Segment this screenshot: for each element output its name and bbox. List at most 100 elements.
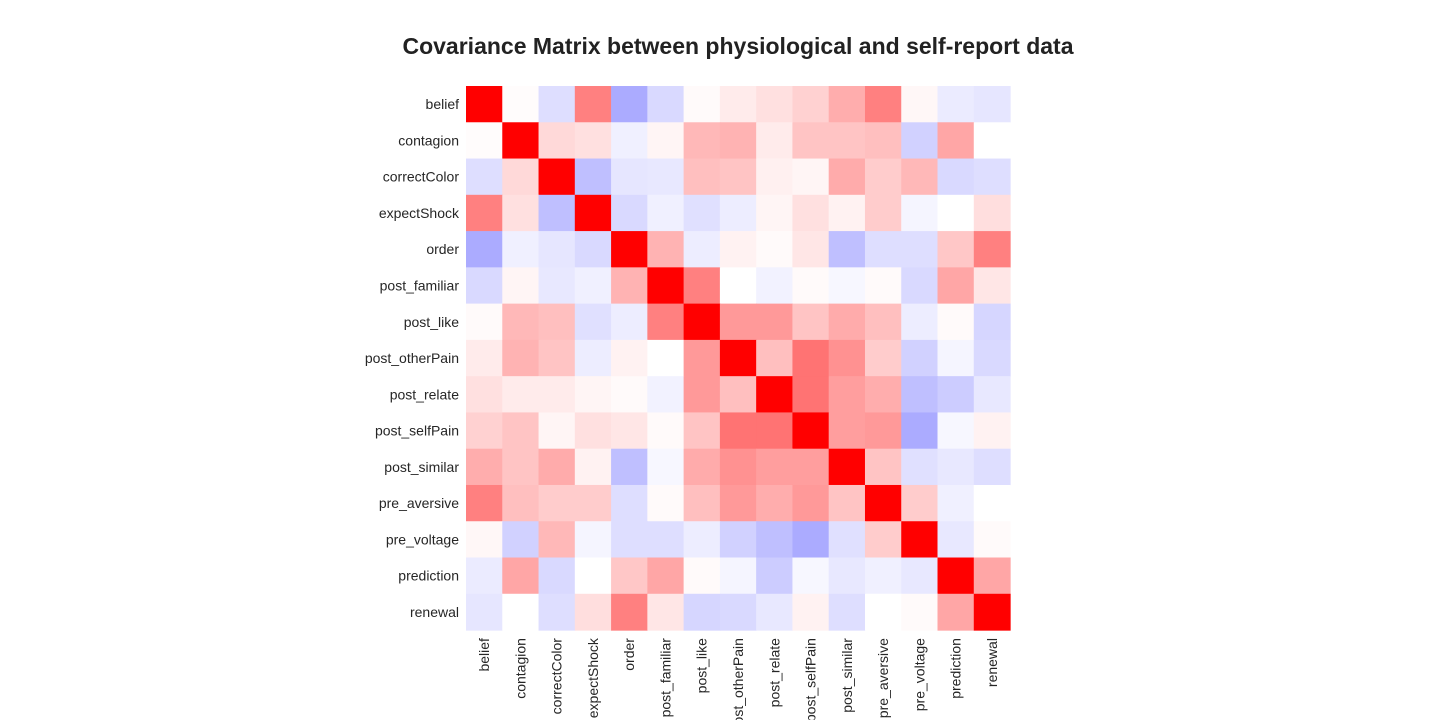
heatmap-cell-prediction-post_similar [828,557,866,595]
y-tick-label: renewal [410,604,459,620]
heatmap-cell-post_like-prediction [937,303,975,341]
heatmap-cell-prediction-contagion [502,557,540,595]
heatmap-cell-pre_voltage-post_familiar [647,521,685,559]
x-tick-label: pre_aversive [875,638,891,718]
heatmap-cell-post_familiar-expectShock [574,267,612,305]
heatmap-cell-contagion-post_similar [828,122,866,160]
heatmap-cell-post_relate-pre_aversive [864,376,902,414]
y-tick-label: expectShock [379,205,460,221]
heatmap-cell-order-renewal [973,231,1011,268]
heatmap-cell-order-order [611,231,648,268]
heatmap-cell-correctColor-post_similar [828,158,866,196]
heatmap-cell-belief-post_selfPain [792,86,830,123]
heatmap-cell-expectShock-post_familiar [647,194,685,232]
heatmap-cell-expectShock-pre_voltage [901,194,939,232]
heatmap-cell-post_like-pre_voltage [901,303,939,341]
heatmap-cell-post_otherPain-post_otherPain [719,339,757,377]
heatmap-cell-prediction-pre_aversive [864,557,902,595]
heatmap-cell-order-expectShock [574,231,612,268]
x-tick-label: post_similar [839,638,855,713]
heatmap-cell-pre_aversive-renewal [973,484,1011,522]
heatmap-cell-order-post_relate [756,231,794,268]
heatmap-cell-order-correctColor [538,231,576,268]
heatmap-cell-renewal-post_selfPain [792,593,830,631]
heatmap-cell-order-contagion [502,231,540,268]
heatmap-cell-post_familiar-pre_aversive [864,267,902,305]
heatmap-cell-post_familiar-order [611,267,648,305]
y-tick-label: post_similar [384,459,459,475]
heatmap-cell-post_familiar-contagion [502,267,540,305]
heatmap-cell-post_familiar-renewal [973,267,1011,305]
heatmap-cell-correctColor-renewal [973,158,1011,196]
heatmap-cell-belief-belief [466,86,503,123]
heatmap-cell-post_otherPain-post_familiar [647,339,685,377]
heatmap-cell-pre_voltage-expectShock [574,521,612,559]
heatmap-cell-prediction-post_relate [756,557,794,595]
heatmap-cell-belief-expectShock [574,86,612,123]
heatmap-cell-pre_aversive-post_otherPain [719,484,757,522]
heatmap-cell-pre_aversive-post_relate [756,484,794,522]
heatmap-cell-pre_aversive-expectShock [574,484,612,522]
chart-title: Covariance Matrix between physiological … [402,33,1073,59]
heatmap-cell-belief-renewal [973,86,1011,123]
heatmap-cell-expectShock-post_similar [828,194,866,232]
heatmap-cell-renewal-prediction [937,593,975,631]
x-tick-label: post_familiar [657,638,673,718]
heatmap-cell-post_like-post_like [683,303,721,341]
heatmap-cell-prediction-pre_voltage [901,557,939,595]
heatmap-cell-post_familiar-post_otherPain [719,267,757,305]
heatmap-cell-expectShock-expectShock [574,194,612,232]
heatmap-cell-belief-post_otherPain [719,86,757,123]
heatmap-cell-renewal-post_relate [756,593,794,631]
heatmap-cell-post_similar-pre_aversive [864,448,902,486]
heatmap-cell-pre_voltage-belief [466,521,503,559]
heatmap-cell-post_like-order [611,303,648,341]
heatmap-cell-belief-post_like [683,86,721,123]
heatmap-cell-pre_aversive-post_like [683,484,721,522]
heatmap-cell-post_otherPain-post_similar [828,339,866,377]
heatmap-cell-expectShock-order [611,194,648,232]
y-tick-label: post_relate [390,386,459,402]
heatmap-cell-expectShock-post_selfPain [792,194,830,232]
heatmap-cell-order-belief [466,231,503,268]
heatmap-cell-pre_aversive-order [611,484,648,522]
heatmap-cell-post_relate-post_like [683,376,721,414]
heatmap-cell-contagion-renewal [973,122,1011,160]
heatmap-cell-correctColor-contagion [502,158,540,196]
heatmap-cell-pre_aversive-post_similar [828,484,866,522]
heatmap-cell-post_selfPain-prediction [937,412,975,450]
heatmap-cell-correctColor-post_relate [756,158,794,196]
heatmap-cell-post_otherPain-post_selfPain [792,339,830,377]
heatmap-cell-belief-pre_voltage [901,86,939,123]
heatmap-cell-order-post_otherPain [719,231,757,268]
heatmap-cell-post_selfPain-post_selfPain [792,412,830,450]
heatmap-cell-post_otherPain-expectShock [574,339,612,377]
heatmap-cell-renewal-post_similar [828,593,866,631]
heatmap-cell-pre_aversive-pre_voltage [901,484,939,522]
heatmap-cell-belief-contagion [502,86,540,123]
heatmap-cell-post_familiar-post_familiar [647,267,685,305]
y-tick-label: post_like [404,314,459,330]
heatmap-cell-pre_voltage-prediction [937,521,975,559]
heatmap-cell-post_relate-post_familiar [647,376,685,414]
heatmap-cell-pre_aversive-correctColor [538,484,576,522]
heatmap-cell-prediction-post_selfPain [792,557,830,595]
heatmap-cell-contagion-post_otherPain [719,122,757,160]
heatmap-cell-correctColor-post_like [683,158,721,196]
heatmap-cell-post_relate-post_relate [756,376,794,414]
heatmap-cell-post_similar-post_otherPain [719,448,757,486]
heatmap-cell-post_similar-pre_voltage [901,448,939,486]
y-tick-label: post_familiar [380,277,460,293]
heatmap-cell-post_similar-post_relate [756,448,794,486]
heatmap-cell-belief-prediction [937,86,975,123]
heatmap-cell-renewal-post_otherPain [719,593,757,631]
heatmap-cell-contagion-pre_voltage [901,122,939,160]
x-tick-label: post_otherPain [730,638,746,720]
x-tick-label: correctColor [549,638,565,715]
heatmap-cell-post_like-correctColor [538,303,576,341]
heatmap-cell-contagion-prediction [937,122,975,160]
y-tick-label: post_otherPain [365,350,459,366]
heatmap-cell-order-post_similar [828,231,866,268]
x-tick-labels: belief contagion correctColor expectShock or… [476,637,1000,720]
heatmap-cell-post_otherPain-post_relate [756,339,794,377]
